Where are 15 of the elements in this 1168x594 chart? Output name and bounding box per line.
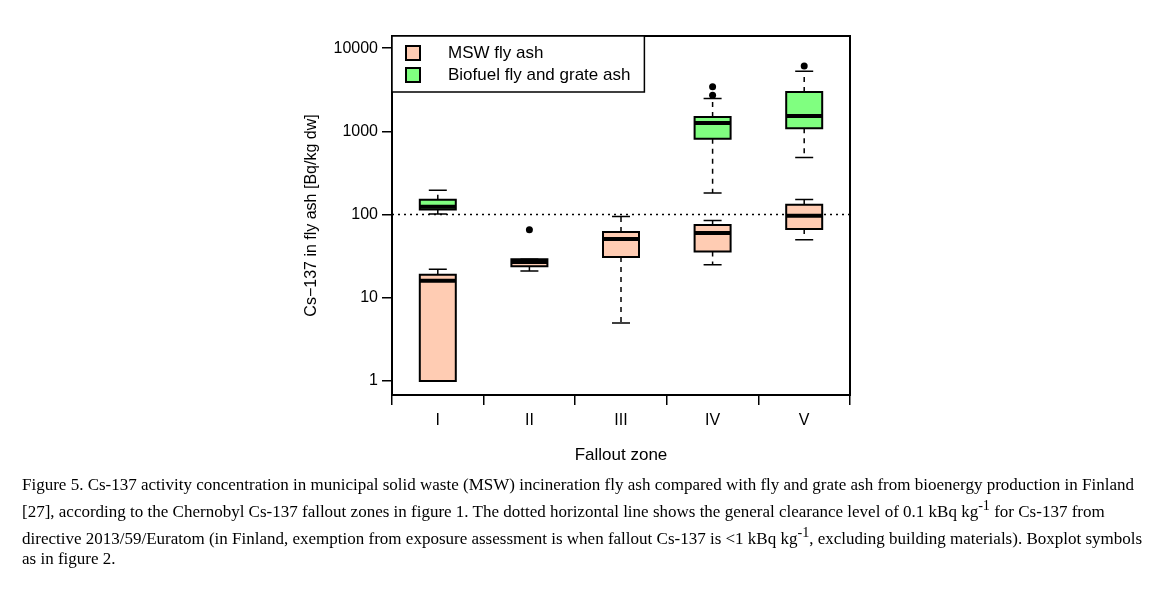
y-tick-label: 1 [369, 371, 379, 389]
x-tick-label: II [524, 411, 534, 429]
text: Figure 5. Cs-137 activity concentration in municipal solid waste (MSW) incineration fly ash compared with fly and grate ash from bioenergy production in Finland [27], according to the Chernobyl Cs-137 fallout zones in figure 1. The dotted horizontal line shows the general clearance level of 0.1 kBq kg$^{-1}$ for Cs-137 from directive 2013/59/Euratom (in Finland, exemption from exposure assessment is when fallout Cs-137 is <1 kBq kg$^{-1}$, excluding building materials). Boxplot symbols as in figure 2. [22, 475, 1143, 569]
y-tick-label: 1000 [342, 121, 379, 139]
x-tick-label: III [614, 411, 628, 429]
y-tick-label: 10 [360, 288, 379, 306]
y-tick-label: 10000 [333, 38, 379, 56]
x-tick-label: V [798, 411, 810, 429]
x-tick-label: I [435, 411, 441, 429]
legend-label: Biofuel fly and grate ash [448, 64, 631, 84]
y-axis-title: Cs−137 in fly ash [Bq/kg dw] [302, 114, 320, 317]
x-tick-label: IV [705, 411, 721, 429]
x-axis-title: Fallout zone [574, 445, 668, 465]
legend-label: MSW fly ash [448, 42, 544, 62]
y-tick-label: 100 [351, 205, 379, 223]
